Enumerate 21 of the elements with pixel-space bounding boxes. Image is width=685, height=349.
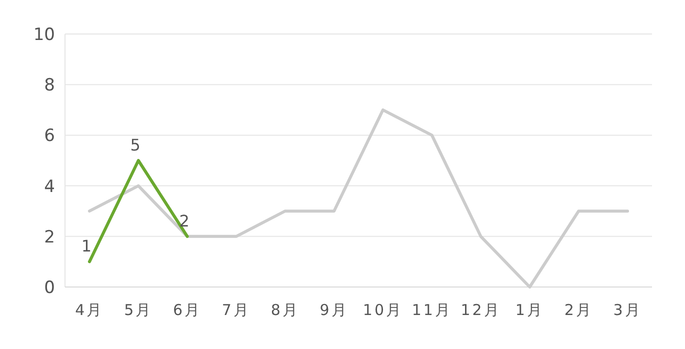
x-tick-label: 5月 [124, 301, 153, 319]
x-tick-label: 11月 [412, 301, 452, 319]
y-tick-label: 2 [44, 227, 55, 248]
data-label: 2 [179, 211, 190, 230]
x-tick-label: 8月 [270, 301, 300, 319]
y-tick-label: 0 [44, 278, 55, 298]
data-label: 5 [130, 136, 140, 154]
x-tick-label: 2月 [564, 301, 593, 319]
x-tick-label: 1月 [515, 301, 544, 319]
y-tick-label: 10 [33, 24, 55, 45]
x-tick-label: 10月 [362, 301, 404, 319]
y-tick-label: 8 [44, 76, 55, 96]
y-tick-label: 4 [44, 176, 55, 197]
x-tick-label: 6月 [173, 301, 202, 319]
x-tick-label: 7月 [222, 301, 250, 319]
x-tick-label: 4月 [75, 301, 104, 319]
y-tick-label: 6 [44, 126, 55, 146]
x-tick-label: 9月 [320, 301, 348, 319]
x-tick-label: 3月 [613, 301, 642, 319]
data-label: 1 [81, 236, 92, 256]
x-tick-label: 12月 [460, 301, 501, 319]
